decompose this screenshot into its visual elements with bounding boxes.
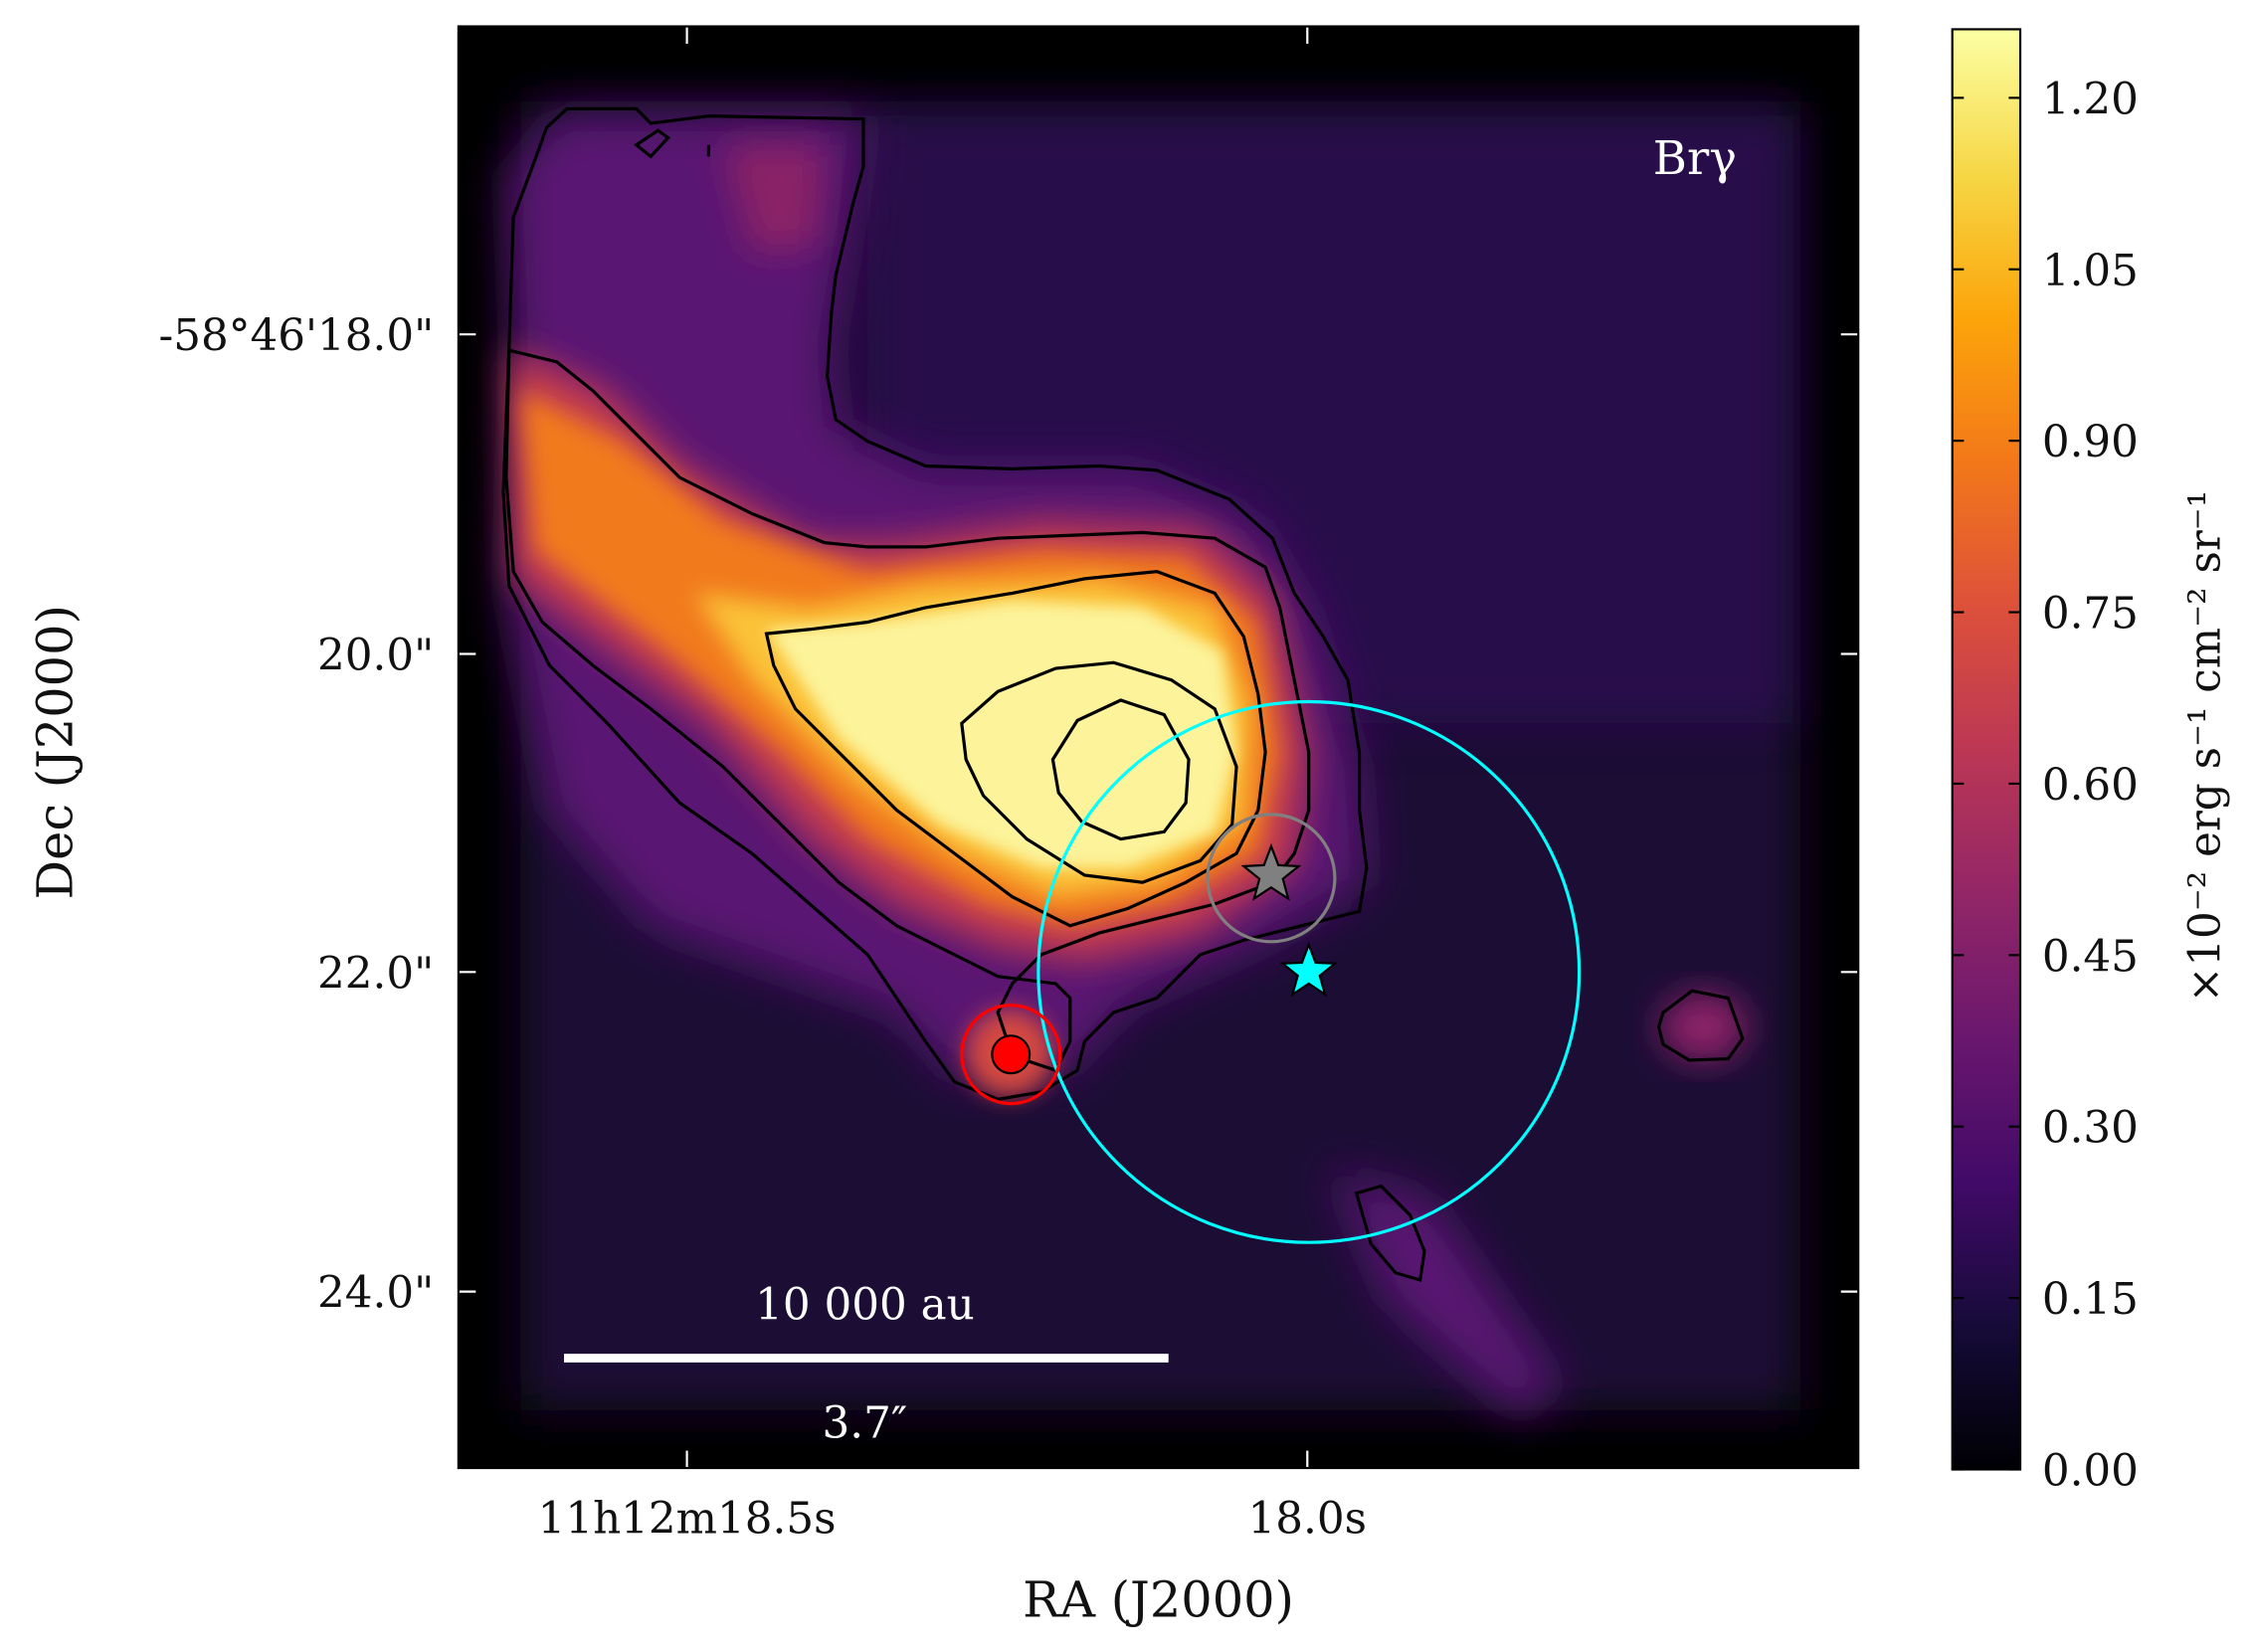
markers xyxy=(991,842,1338,1075)
y-tick-label: 24.0" xyxy=(317,1269,434,1319)
contour-level-1 xyxy=(501,106,1369,1101)
x-tick-label: 18.0s xyxy=(1248,1494,1367,1544)
colorbar-tick-label: 1.05 xyxy=(2042,247,2139,296)
red-source-marker xyxy=(991,1034,1032,1075)
x-tick-label: 11h12m18.5s xyxy=(538,1494,837,1544)
colorbar-tick-label: 0.30 xyxy=(2042,1104,2139,1154)
red-circle xyxy=(960,1004,1062,1106)
axis-tick-labels: 11h12m18.5s 18.0s -58°46'18.0" 20.0" 22.… xyxy=(158,311,1367,1544)
x-axis-label: RA (J2000) xyxy=(1023,1571,1294,1629)
y-tick-label: 22.0" xyxy=(317,949,434,999)
plot-frame xyxy=(457,25,1860,1470)
cyan-beam-circle xyxy=(1036,699,1582,1244)
contour-level-3 xyxy=(764,569,1267,928)
colorbar-tick-label: 0.00 xyxy=(2042,1446,2139,1496)
y-tick-label: -58°46'18.0" xyxy=(158,311,434,361)
scalebar-physical-label: 10 000 au xyxy=(755,1280,975,1330)
colorbar-tick-label: 0.15 xyxy=(2042,1275,2139,1325)
ticks xyxy=(458,26,1859,1469)
colorbar-tick-label: 0.45 xyxy=(2042,932,2139,982)
grey-star-icon xyxy=(1240,842,1302,901)
colorbar-tick-label: 0.90 xyxy=(2042,418,2139,467)
colorbar-tick-label: 0.75 xyxy=(2042,590,2139,640)
contour-level-5 xyxy=(1050,698,1191,841)
contour-notch xyxy=(633,128,671,159)
colorbar-label: ×10⁻² erg s⁻¹ cm⁻² sr⁻¹ xyxy=(2181,490,2231,1003)
contour-east-blob xyxy=(1656,989,1745,1062)
colorbar-gradient xyxy=(1951,28,2022,1471)
cyan-star-icon xyxy=(1279,941,1338,998)
scalebar-line xyxy=(564,1354,1169,1363)
contour-south-streak xyxy=(1354,1184,1426,1283)
scalebar: 10 000 au 3.7″ xyxy=(564,1280,1169,1448)
emission-map xyxy=(505,101,1801,1418)
y-axis-label: Dec (J2000) xyxy=(27,605,85,899)
contours xyxy=(501,106,1745,1283)
colorbar: 0.00 0.15 0.30 0.45 0.60 0.75 0.90 1.05 1.20 ×10… xyxy=(1951,28,2231,1496)
contour-level-2 xyxy=(504,348,1311,1073)
y-tick-label: 20.0" xyxy=(317,631,434,680)
line-label: Brγ xyxy=(1653,131,1737,185)
image-panel: Brγ 10 000 au 3.7″ xyxy=(457,25,1860,1470)
colorbar-tick-label: 1.20 xyxy=(2042,75,2139,124)
contour-level-4 xyxy=(960,660,1238,884)
scalebar-angular-label: 3.7″ xyxy=(823,1398,908,1448)
colorbar-tick-label: 0.60 xyxy=(2042,761,2139,811)
grey-circle xyxy=(1206,813,1337,944)
colorbar-ticks: 0.00 0.15 0.30 0.45 0.60 0.75 0.90 1.05 1.20 xyxy=(1952,75,2139,1496)
circles xyxy=(960,699,1582,1244)
